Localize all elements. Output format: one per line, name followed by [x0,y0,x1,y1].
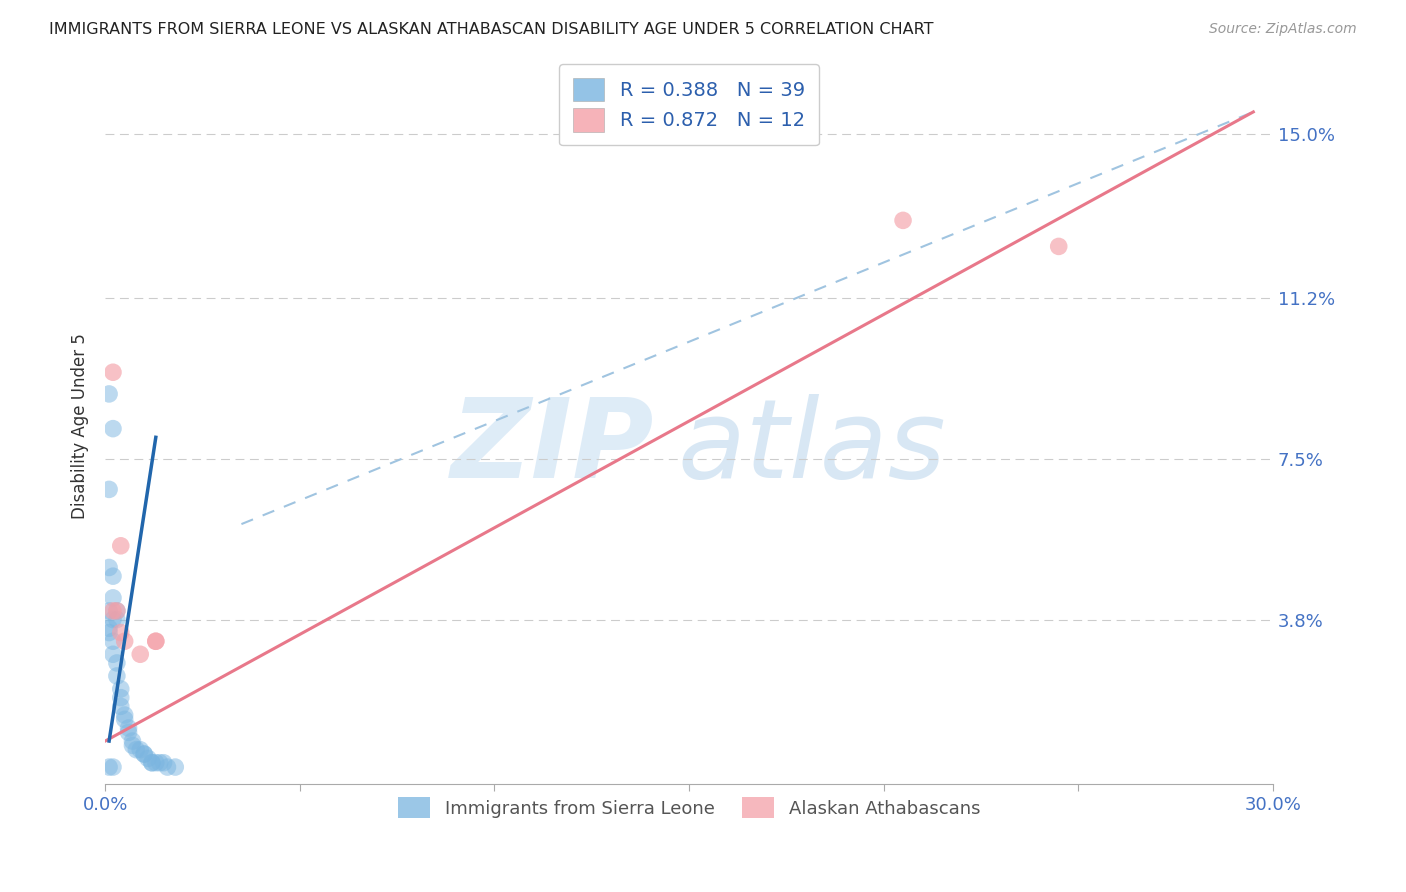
Point [98,625,121,640]
Point [134,747,156,761]
Point [141,756,163,770]
Point [110,681,132,696]
Point [101,760,124,774]
Point [136,751,159,765]
Text: Source: ZipAtlas.com: Source: ZipAtlas.com [1209,22,1357,37]
Point [101,613,124,627]
Point [129,742,152,756]
Point [145,634,167,648]
Point [125,742,148,756]
Point [134,747,156,761]
Point [121,734,143,748]
Point [98,604,121,618]
Point [110,699,132,714]
Point [1047,239,1070,253]
Point [117,725,139,739]
Point [101,604,124,618]
Point [114,712,136,726]
Point [149,756,172,770]
Point [114,708,136,723]
Point [98,560,121,574]
Point [98,387,121,401]
Point [105,604,128,618]
Point [101,634,124,648]
Point [117,721,139,735]
Point [110,690,132,705]
Text: IMMIGRANTS FROM SIERRA LEONE VS ALASKAN ATHABASCAN DISABILITY AGE UNDER 5 CORREL: IMMIGRANTS FROM SIERRA LEONE VS ALASKAN … [49,22,934,37]
Point [105,604,128,618]
Point [165,760,187,774]
Point [101,647,124,661]
Point [755,104,778,119]
Text: ZIP: ZIP [450,394,654,501]
Point [145,756,167,770]
Point [101,365,124,379]
Point [145,634,167,648]
Point [129,647,152,661]
Legend: Immigrants from Sierra Leone, Alaskan Athabascans: Immigrants from Sierra Leone, Alaskan At… [391,790,987,825]
Point [98,760,121,774]
Point [156,760,179,774]
Point [105,656,128,670]
Point [105,669,128,683]
Point [891,213,914,227]
Point [110,625,132,640]
Point [98,483,121,497]
Point [101,422,124,436]
Point [121,739,143,753]
Point [141,756,163,770]
Point [101,569,124,583]
Point [114,634,136,648]
Point [152,756,174,770]
Point [101,591,124,605]
Point [98,621,121,635]
Point [110,539,132,553]
Text: atlas: atlas [678,394,946,501]
Y-axis label: Disability Age Under 5: Disability Age Under 5 [72,334,89,519]
Point [105,613,128,627]
